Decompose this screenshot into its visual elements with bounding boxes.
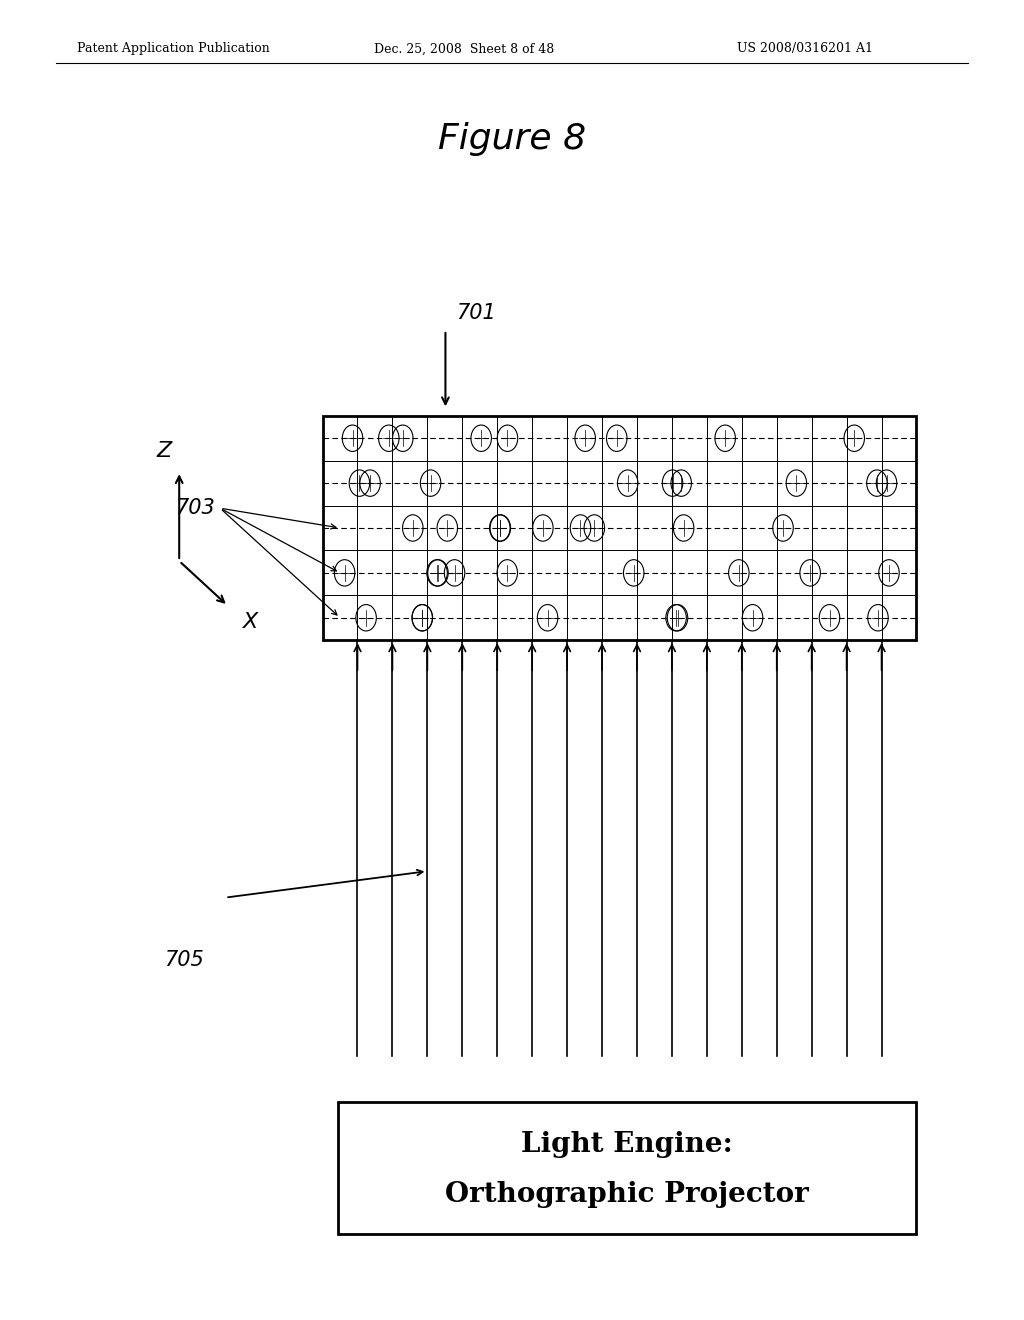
Bar [323,416,916,640]
Text: Orthographic Projector: Orthographic Projector [445,1181,809,1208]
Text: Dec. 25, 2008  Sheet 8 of 48: Dec. 25, 2008 Sheet 8 of 48 [374,42,554,55]
Text: Patent Application Publication: Patent Application Publication [77,42,269,55]
Text: US 2008/0316201 A1: US 2008/0316201 A1 [737,42,873,55]
Text: 701: 701 [456,304,496,323]
Text: X: X [244,612,258,632]
Text: 703: 703 [175,498,215,519]
Text: Figure 8: Figure 8 [438,121,586,156]
Bar [338,1102,916,1234]
Text: Z: Z [157,441,171,461]
Text: Light Engine:: Light Engine: [521,1131,733,1158]
Text: 705: 705 [164,950,204,970]
